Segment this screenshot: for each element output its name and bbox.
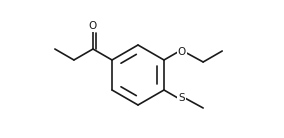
Text: O: O <box>89 21 97 31</box>
Text: S: S <box>179 93 185 103</box>
Text: O: O <box>178 47 186 57</box>
